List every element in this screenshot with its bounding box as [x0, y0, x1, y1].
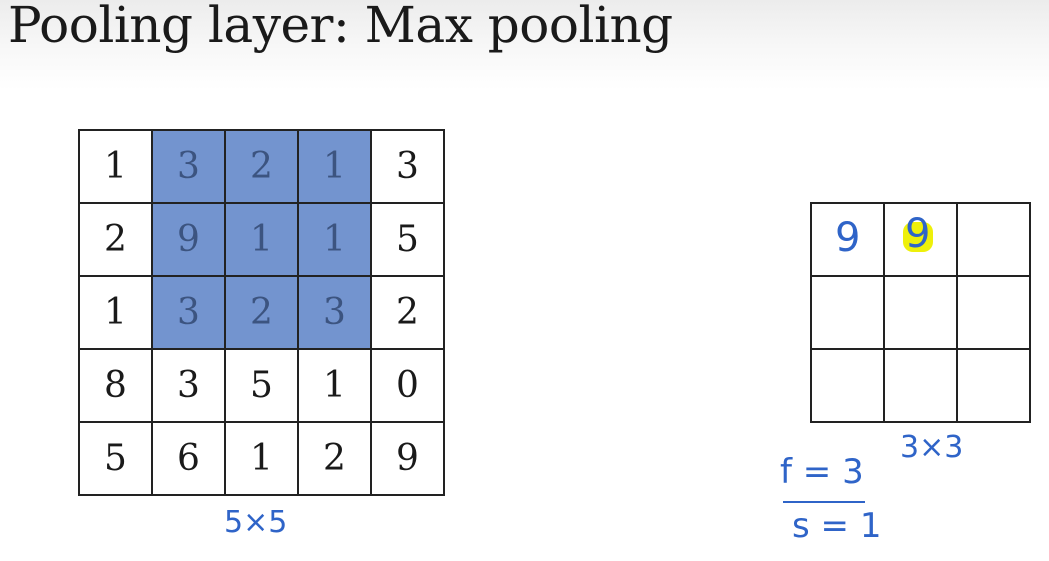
output-cell: [956, 275, 1031, 350]
output-row: [810, 275, 1031, 350]
output-cell: [810, 275, 885, 350]
input-cell-highlighted: 3: [297, 275, 372, 350]
input-cell-highlighted: 3: [151, 129, 226, 204]
input-row: 1 3 2 3 2: [78, 275, 445, 350]
stride-label: s = 1: [792, 506, 882, 546]
input-cell-highlighted: 3: [151, 275, 226, 350]
input-row: 1 3 2 1 3: [78, 129, 445, 204]
input-cell: 5: [78, 421, 153, 496]
input-cell: 2: [297, 421, 372, 496]
output-cell: [883, 348, 958, 423]
output-cell: [956, 202, 1031, 277]
input-cell: 5: [224, 348, 299, 423]
output-cell: [810, 348, 885, 423]
input-cell: 5: [370, 202, 445, 277]
highlighter-mark: [903, 222, 933, 252]
input-row: 2 9 1 1 5: [78, 202, 445, 277]
input-cell-highlighted: 2: [224, 129, 299, 204]
input-cell-highlighted: 1: [297, 202, 372, 277]
output-cell: [810, 202, 885, 277]
input-cell: 1: [78, 129, 153, 204]
output-cell: [956, 348, 1031, 423]
input-cell: 2: [370, 275, 445, 350]
input-cell: 9: [370, 421, 445, 496]
output-row: [810, 348, 1031, 423]
input-cell-highlighted: 2: [224, 275, 299, 350]
input-cell: 6: [151, 421, 226, 496]
input-row: 8 3 5 1 0: [78, 348, 445, 423]
output-value-handwritten: 9: [835, 215, 861, 261]
input-row: 5 6 1 2 9: [78, 421, 445, 496]
input-cell-highlighted: 9: [151, 202, 226, 277]
input-size-label: 5×5: [224, 505, 288, 540]
fraction-line: [783, 501, 865, 503]
input-cell: 3: [370, 129, 445, 204]
input-cell-highlighted: 1: [224, 202, 299, 277]
input-cell: 1: [224, 421, 299, 496]
input-cell-highlighted: 1: [297, 129, 372, 204]
output-size-label: 3×3: [900, 430, 964, 465]
output-cell: [883, 275, 958, 350]
slide-title: Pooling layer: Max pooling: [8, 0, 673, 54]
input-cell: 3: [151, 348, 226, 423]
input-matrix-5x5: 1 3 2 1 3 2 9 1 1 5 1 3 2 3 2 8 3 5 1 0 …: [78, 129, 445, 496]
output-matrix-3x3: [810, 202, 1031, 423]
input-cell: 2: [78, 202, 153, 277]
input-cell: 1: [297, 348, 372, 423]
input-cell: 1: [78, 275, 153, 350]
output-value-handwritten: 9: [905, 211, 931, 257]
filter-size-label: f = 3: [780, 452, 864, 492]
input-cell: 0: [370, 348, 445, 423]
title-bar-background: [0, 0, 1049, 90]
input-cell: 8: [78, 348, 153, 423]
